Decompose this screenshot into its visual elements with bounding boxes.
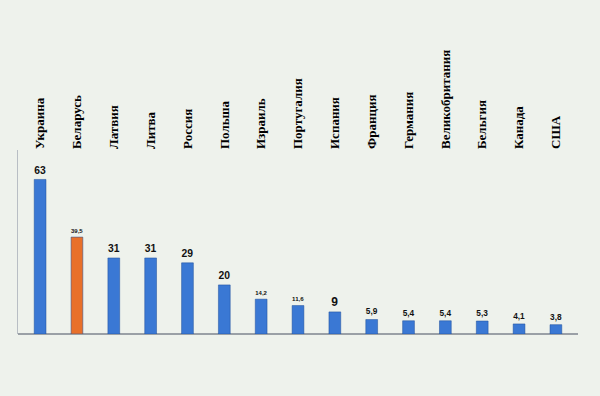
svg-text:Латвия: Латвия bbox=[106, 105, 121, 149]
svg-text:5,9: 5,9 bbox=[366, 306, 378, 316]
svg-text:3,8: 3,8 bbox=[550, 312, 562, 322]
svg-text:5,4: 5,4 bbox=[439, 308, 451, 318]
svg-text:Германия: Германия bbox=[401, 92, 416, 149]
svg-text:Испания: Испания bbox=[327, 97, 342, 149]
svg-text:39,5: 39,5 bbox=[71, 228, 83, 234]
svg-text:Польша: Польша bbox=[217, 100, 232, 149]
svg-text:Канада: Канада bbox=[511, 106, 526, 149]
svg-text:31: 31 bbox=[108, 243, 120, 254]
svg-text:Россия: Россия bbox=[180, 109, 195, 149]
svg-text:4,1: 4,1 bbox=[513, 311, 525, 321]
svg-text:5,3: 5,3 bbox=[476, 308, 488, 318]
svg-text:29: 29 bbox=[182, 248, 194, 259]
svg-text:5,4: 5,4 bbox=[403, 308, 415, 318]
svg-text:Бельгия: Бельгия bbox=[474, 100, 489, 149]
svg-text:Португалия: Португалия bbox=[290, 78, 305, 149]
svg-text:Литва: Литва bbox=[143, 111, 158, 149]
svg-text:США: США bbox=[548, 115, 563, 149]
svg-text:Израиль: Израиль bbox=[253, 98, 268, 149]
svg-text:9: 9 bbox=[331, 295, 338, 309]
svg-text:Великобритания: Великобритания bbox=[438, 50, 453, 149]
svg-text:11,6: 11,6 bbox=[292, 295, 304, 302]
svg-text:Украина: Украина bbox=[32, 97, 47, 149]
svg-text:20: 20 bbox=[218, 270, 230, 281]
svg-text:Франция: Франция bbox=[364, 95, 379, 149]
svg-text:14,2: 14,2 bbox=[255, 290, 267, 296]
svg-text:63: 63 bbox=[34, 165, 46, 176]
svg-text:31: 31 bbox=[145, 243, 157, 254]
svg-text:Беларусь: Беларусь bbox=[69, 95, 84, 149]
